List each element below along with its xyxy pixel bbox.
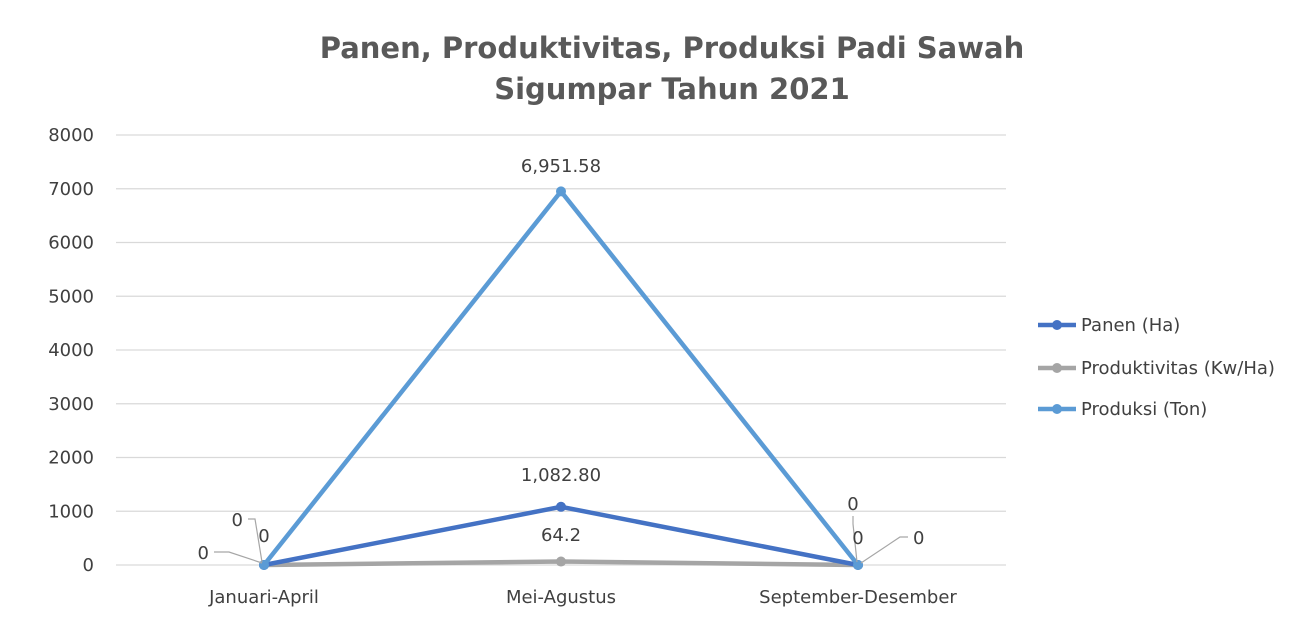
- data-label: 0: [847, 494, 858, 515]
- data-label: 0: [258, 526, 269, 547]
- y-tick-label: 1000: [48, 501, 94, 522]
- leader-line: [852, 516, 858, 563]
- gridlines: [116, 134, 1006, 566]
- x-axis: Januari-April Mei-Agustus September-Desemb…: [208, 587, 957, 608]
- legend: Panen (Ha) Produktivitas (Kw/Ha) Produksi …: [1038, 315, 1275, 420]
- data-label: 0: [232, 510, 243, 531]
- y-tick-label: 2000: [48, 448, 94, 469]
- y-tick-label: 4000: [48, 340, 94, 361]
- series-lines: [259, 186, 863, 570]
- chart-title: Panen, Produktivitas, Produksi Padi Sawa…: [320, 31, 1025, 106]
- legend-marker: [1052, 363, 1062, 373]
- data-label: 0: [198, 543, 209, 564]
- chart-title-line-1: Panen, Produktivitas, Produksi Padi Sawa…: [320, 31, 1025, 65]
- y-axis: 0 1000 2000 3000 4000 5000 6000 7000 8000: [48, 125, 94, 576]
- legend-marker: [1052, 320, 1062, 330]
- data-point: [259, 560, 269, 570]
- data-point: [556, 186, 566, 197]
- y-tick-label: 6000: [48, 233, 94, 254]
- legend-marker: [1052, 404, 1062, 414]
- y-tick-label: 7000: [48, 179, 94, 200]
- y-tick-label: 3000: [48, 394, 94, 415]
- leader-line: [248, 518, 263, 563]
- x-tick-label: Januari-April: [208, 587, 319, 608]
- data-label: 0: [913, 528, 924, 549]
- y-tick-label: 0: [83, 555, 94, 576]
- data-point: [853, 560, 863, 570]
- y-tick-label: 5000: [48, 286, 94, 307]
- legend-label: Panen (Ha): [1081, 315, 1180, 336]
- data-label: 64.2: [541, 525, 581, 546]
- leader-line: [214, 551, 263, 564]
- data-point: [556, 556, 566, 567]
- chart-title-line-2: Sigumpar Tahun 2021: [494, 72, 850, 106]
- legend-label: Produktivitas (Kw/Ha): [1081, 358, 1275, 379]
- data-label: 1,082.80: [521, 465, 601, 486]
- data-label: 0: [852, 528, 863, 549]
- legend-label: Produksi (Ton): [1081, 399, 1207, 420]
- x-tick-label: Mei-Agustus: [506, 587, 616, 608]
- data-point: [556, 501, 566, 512]
- x-tick-label: September-Desember: [759, 587, 957, 608]
- y-tick-label: 8000: [48, 125, 94, 146]
- leader-line: [860, 536, 908, 564]
- data-label: 6,951.58: [521, 156, 601, 177]
